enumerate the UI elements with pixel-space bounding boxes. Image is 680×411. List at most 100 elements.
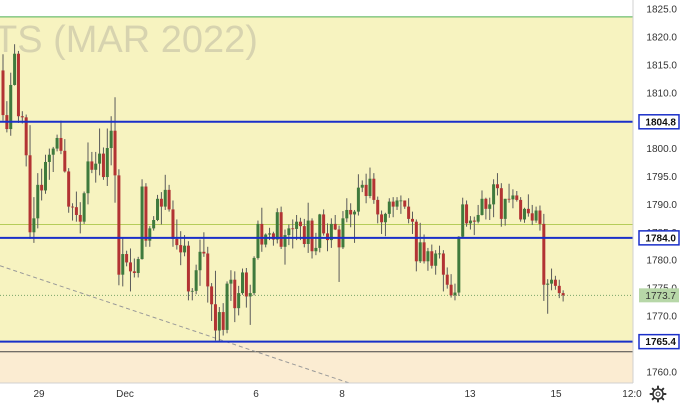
level-badge <box>638 333 680 350</box>
candle <box>306 202 310 253</box>
candle-body <box>441 253 445 275</box>
candle-body <box>291 228 295 230</box>
candle-body <box>484 198 488 209</box>
price-axis[interactable]: 1825.01820.01815.01810.01805.01800.01795… <box>632 0 680 406</box>
candle <box>484 197 488 220</box>
guide-lines <box>0 16 633 353</box>
gear-hub <box>655 391 661 397</box>
candle-body <box>128 262 132 272</box>
candle <box>117 169 121 286</box>
candle-body <box>221 312 225 330</box>
candle <box>279 206 283 250</box>
candle <box>523 207 527 223</box>
candle <box>98 128 102 176</box>
candle <box>445 267 449 289</box>
candle-body <box>183 245 187 253</box>
time-tick-label: 13 <box>464 389 476 400</box>
candle-body <box>387 201 391 214</box>
candle <box>488 197 492 221</box>
candle-body <box>318 214 322 248</box>
candle <box>503 198 507 226</box>
candle-body <box>109 130 113 149</box>
candle-body <box>78 214 82 222</box>
candle-body <box>55 137 59 149</box>
candle-body <box>488 204 492 209</box>
time-tick-label: 15 <box>550 389 562 400</box>
candle <box>426 247 430 271</box>
candle-body <box>237 293 241 309</box>
candle <box>441 250 445 292</box>
candle-body <box>295 221 299 229</box>
candle-body <box>461 204 465 237</box>
candle <box>430 244 434 269</box>
candle-body <box>59 137 63 151</box>
candle-body <box>152 220 156 229</box>
candle <box>372 173 376 204</box>
candle <box>252 256 256 296</box>
candle-body <box>306 220 310 244</box>
candle-body <box>546 283 550 285</box>
candle-body <box>503 198 507 219</box>
candle <box>318 213 322 253</box>
candle-body <box>410 218 414 222</box>
price-tick-label: 1810.0 <box>646 88 677 99</box>
level-badge-label: 1784.0 <box>645 233 676 244</box>
time-axis[interactable]: 29 Dec 6 8 13 15 12:0 <box>0 382 642 406</box>
candle-body <box>511 195 515 200</box>
candle-body <box>403 200 407 207</box>
candle-body <box>20 116 24 118</box>
candle-body <box>1 70 5 116</box>
candle <box>32 197 36 243</box>
candle-body <box>341 218 345 248</box>
candle <box>349 203 353 228</box>
candle-body <box>465 204 469 224</box>
candle <box>13 44 17 86</box>
candle <box>360 180 364 193</box>
price-zone <box>0 341 633 383</box>
candle-body <box>407 206 411 219</box>
candle-body <box>368 178 372 197</box>
candle <box>256 220 260 260</box>
candle-body <box>28 155 32 233</box>
candle-body <box>434 253 438 266</box>
candle-body <box>542 223 546 285</box>
price-zone <box>0 16 633 342</box>
candle-body <box>283 235 287 247</box>
candle-body <box>499 188 503 219</box>
price-tick-label: 1825.0 <box>646 5 677 16</box>
candle-body <box>395 200 399 207</box>
candle-body <box>125 254 129 263</box>
candle-body <box>260 223 264 245</box>
candle <box>515 190 519 202</box>
candle-body <box>213 304 217 331</box>
candle-body <box>225 283 229 330</box>
candle <box>499 183 503 227</box>
candle <box>163 174 167 210</box>
candle-body <box>268 233 272 235</box>
candle <box>121 237 125 287</box>
candle <box>418 222 422 263</box>
candle <box>546 279 550 314</box>
candle-body <box>457 236 461 293</box>
candle-body <box>314 247 318 252</box>
candle <box>67 168 71 213</box>
candle <box>16 50 20 123</box>
candle-body <box>167 189 171 210</box>
candle <box>322 209 326 236</box>
candle <box>179 231 183 266</box>
candle-body <box>252 257 256 294</box>
candle-body <box>105 148 109 178</box>
candle-body <box>179 245 183 253</box>
settings-gear-icon[interactable] <box>649 385 667 403</box>
candle-body <box>438 253 442 255</box>
price-tick-label: 1795.0 <box>646 172 677 183</box>
candle <box>125 250 129 267</box>
candle <box>221 303 225 336</box>
candle-body <box>329 223 333 241</box>
candle-body <box>156 198 160 221</box>
candle-body <box>82 193 86 222</box>
candle <box>345 198 349 223</box>
candle-body <box>32 218 36 233</box>
candle <box>387 198 391 218</box>
